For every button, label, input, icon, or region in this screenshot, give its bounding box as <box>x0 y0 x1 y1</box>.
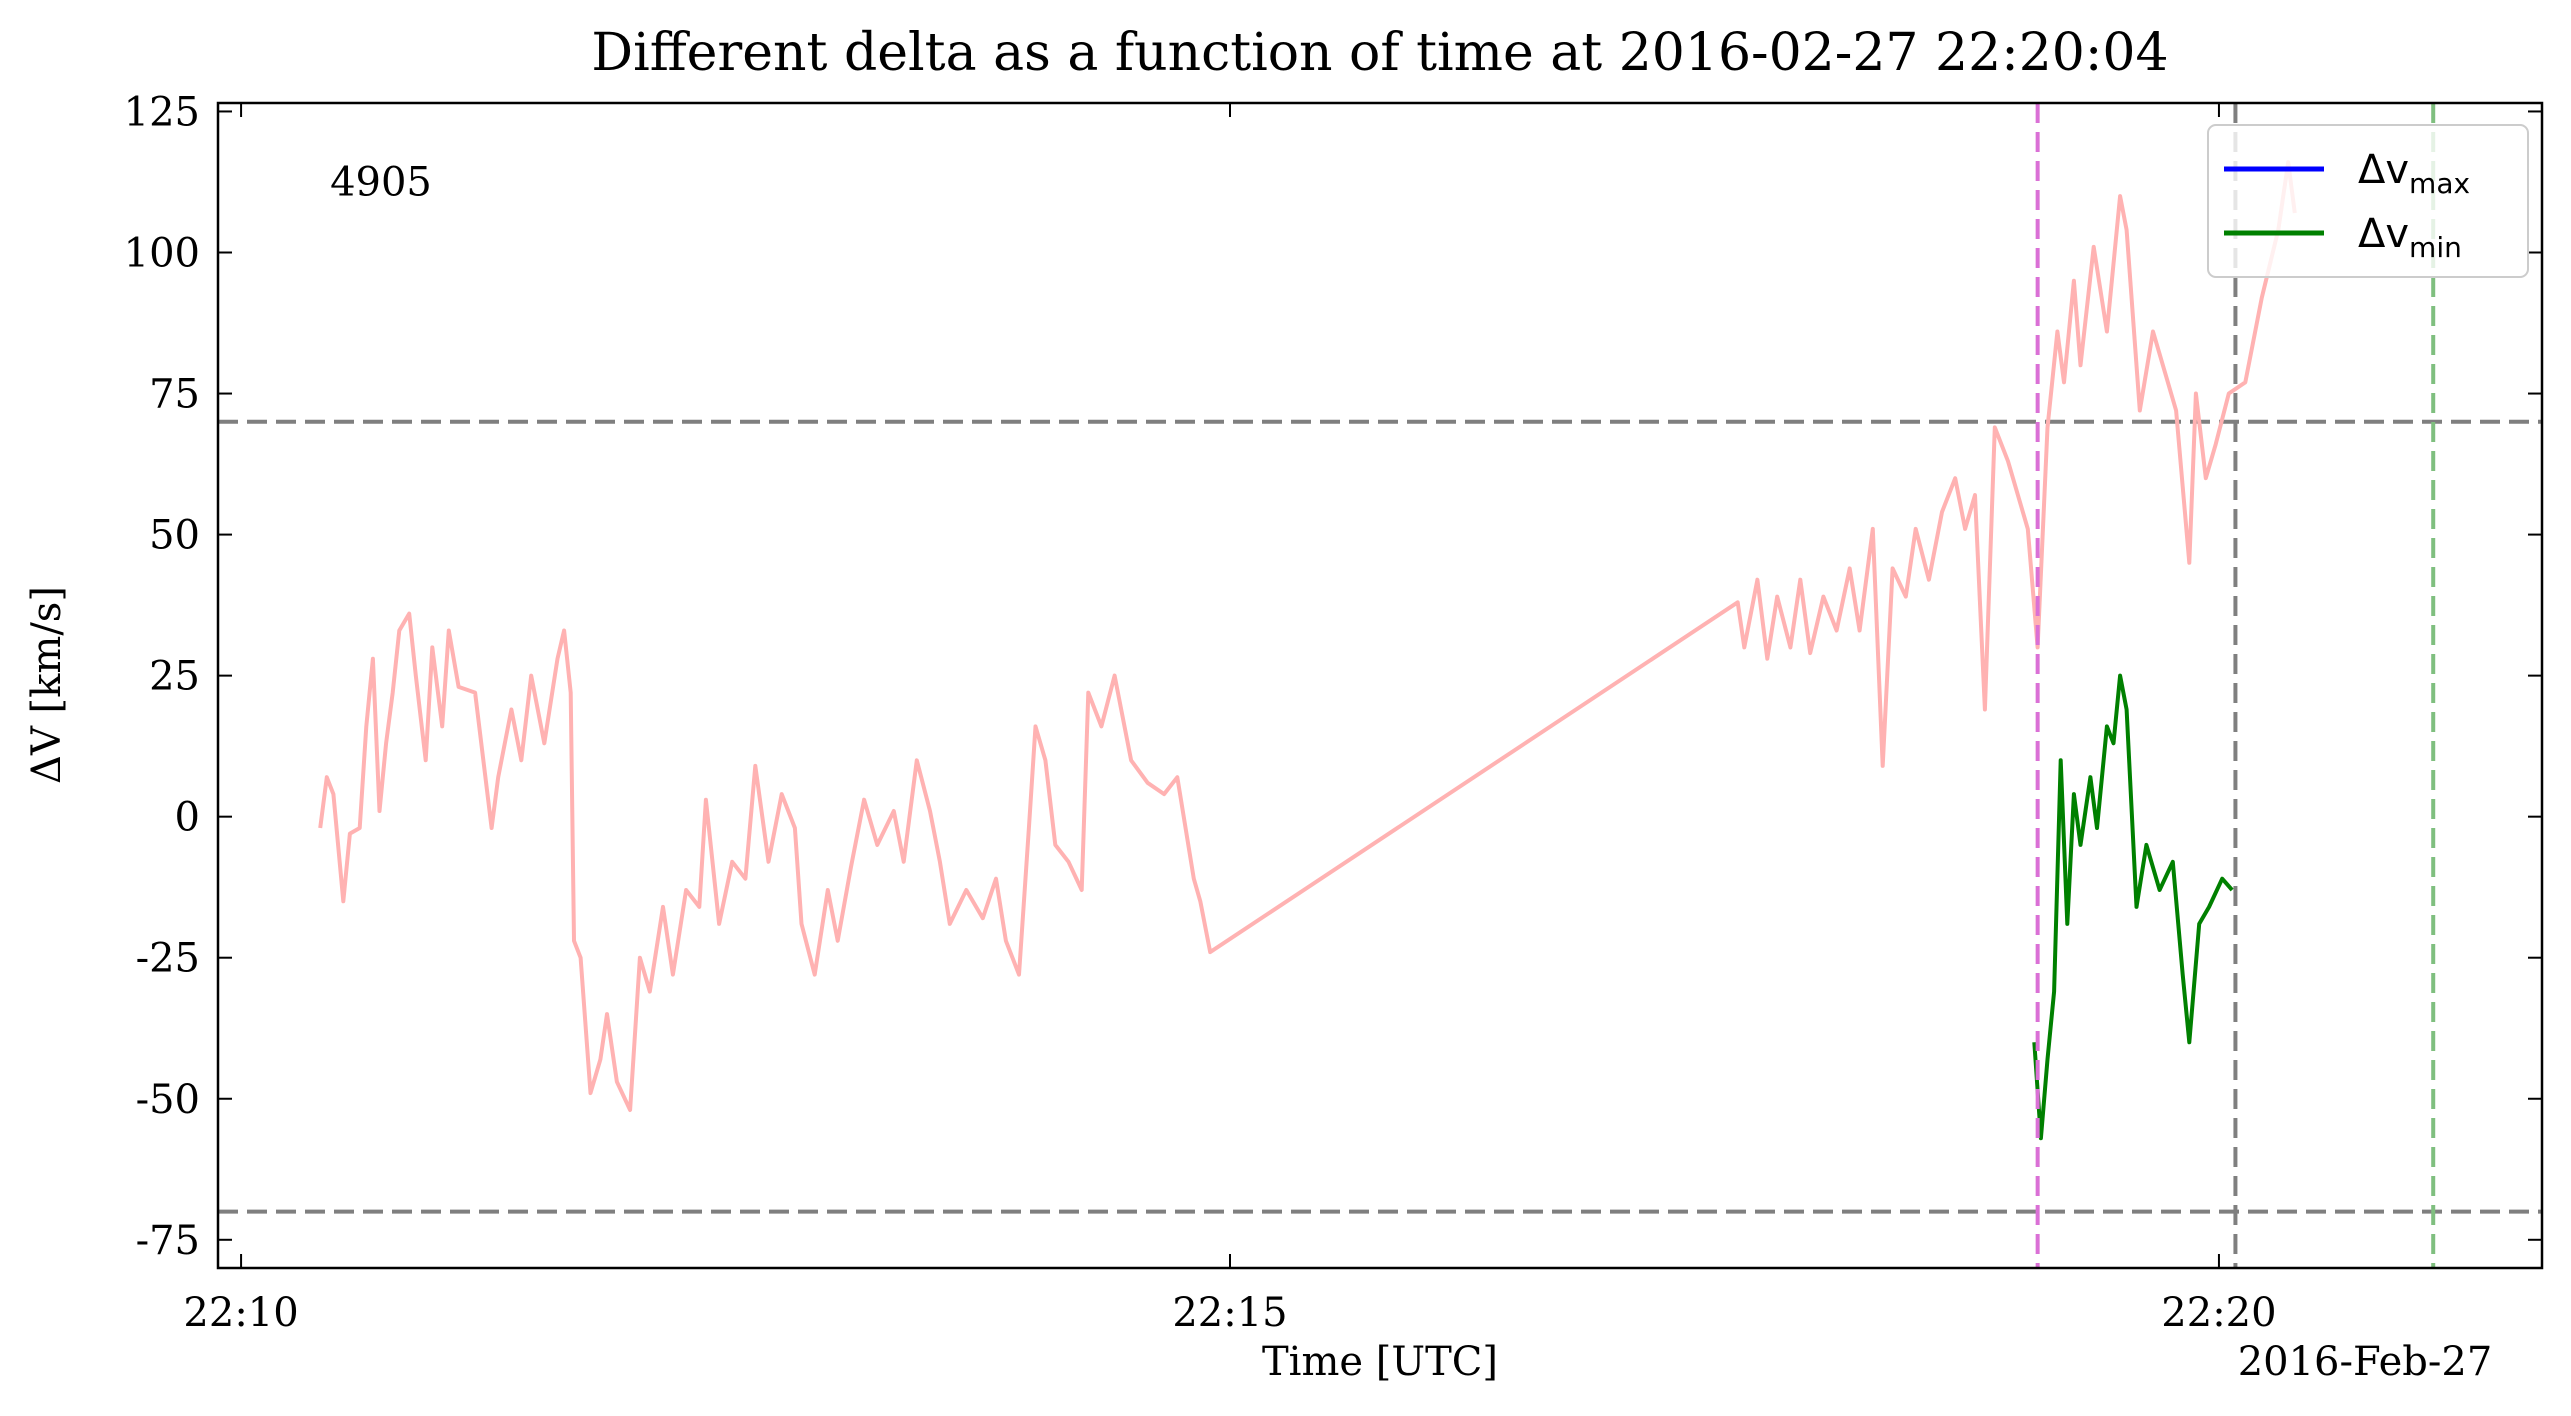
data-line <box>318 160 2297 1112</box>
y-tick-label: 125 <box>124 89 200 135</box>
x-offset-label: 2016-Feb-27 <box>2238 1339 2493 1385</box>
legend-label-sub: max <box>2409 167 2470 200</box>
y-tick-label: 50 <box>149 513 200 559</box>
chart-title: Different delta as a function of time at… <box>591 23 2168 83</box>
legend-label-main: Δv <box>2358 211 2409 257</box>
legend-label-sub: min <box>2409 231 2462 264</box>
y-tick-label: 100 <box>124 231 200 277</box>
plot-frame <box>216 101 2544 1270</box>
y-tick-label: -50 <box>136 1077 200 1123</box>
x-tick-label: 22:10 <box>183 1290 298 1336</box>
x-axis-label: Time [UTC] <box>1262 1339 1498 1385</box>
y-tick-label: 25 <box>149 654 200 700</box>
legend-label-main: Δv <box>2358 147 2409 193</box>
y-tick-label: 0 <box>175 795 200 841</box>
x-tick-label: 22:20 <box>2161 1290 2276 1336</box>
y-tick-label: -25 <box>136 936 200 982</box>
y-tick-label: -75 <box>136 1218 200 1264</box>
y-axis-label: ΔV [km/s] <box>24 586 70 784</box>
x-tick-label: 22:15 <box>1172 1290 1287 1336</box>
y-tick-label: 75 <box>149 372 200 418</box>
annotation: 4905 <box>330 159 432 205</box>
legend-box <box>2207 124 2529 278</box>
legend-label: Δvmax <box>2358 147 2470 200</box>
data-line <box>2032 673 2234 1141</box>
legend-label: Δvmin <box>2358 211 2462 264</box>
